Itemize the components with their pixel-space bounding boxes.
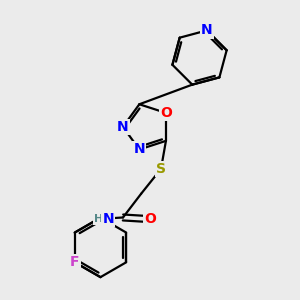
Text: N: N <box>102 212 114 226</box>
Text: S: S <box>156 162 166 176</box>
Text: N: N <box>201 23 213 38</box>
Text: F: F <box>70 255 80 269</box>
Text: O: O <box>144 212 156 226</box>
Text: O: O <box>160 106 172 120</box>
Text: N: N <box>134 142 145 157</box>
Text: N: N <box>117 120 129 134</box>
Text: H: H <box>94 214 104 224</box>
